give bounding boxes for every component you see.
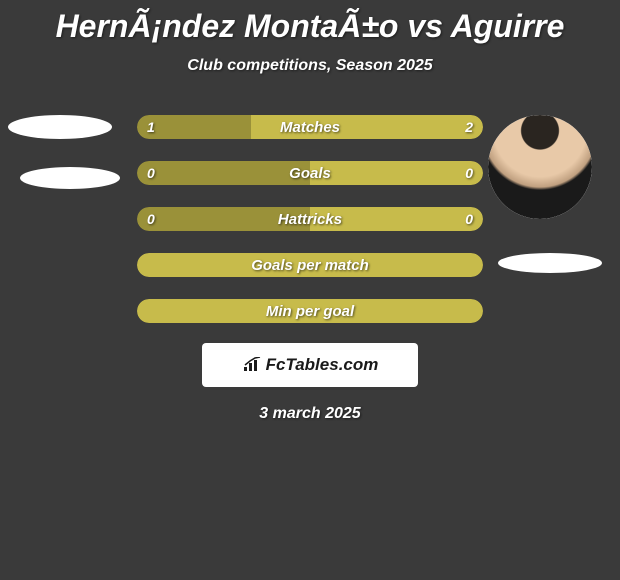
stat-bar-row: Matches1 2 — [137, 115, 483, 139]
bar-label: Matches — [137, 115, 483, 139]
stat-bar-row: Goals0 0 — [137, 161, 483, 185]
comparison-area: Matches12Goals00Hattricks00Goals per mat… — [0, 115, 620, 323]
bar-value-right: 2 — [465, 115, 473, 139]
player-photo-right — [488, 115, 592, 219]
bar-label: Hattricks — [137, 207, 483, 231]
bar-label: Goals — [137, 161, 483, 185]
bar-value-left: 1 — [147, 115, 155, 139]
bar-label: Goals per match — [137, 253, 483, 277]
avatar-right-shadow — [498, 253, 602, 273]
stat-bar-row: Min per goal — [137, 299, 483, 323]
logo-text: FcTables.com — [266, 355, 379, 375]
stat-bar-row: Hattricks0 0 — [137, 207, 483, 231]
subtitle: Club competitions, Season 2025 — [0, 57, 620, 75]
bar-value-right: 0 — [465, 207, 473, 231]
date-text: 3 march 2025 — [0, 405, 620, 423]
bar-value-left: 0 — [147, 207, 155, 231]
avatar-right — [488, 115, 592, 219]
avatar-left-placeholder-1 — [8, 115, 112, 139]
bar-value-right: 0 — [465, 161, 473, 185]
bar-value-left: 0 — [147, 161, 155, 185]
stat-bars: Matches12Goals00Hattricks00Goals per mat… — [137, 115, 483, 323]
stat-bar-row: Goals per match — [137, 253, 483, 277]
avatar-left-placeholder-2 — [20, 167, 120, 189]
logo-box[interactable]: FcTables.com — [202, 343, 418, 387]
page-title: HernÃ¡ndez MontaÃ±o vs Aguirre — [0, 0, 620, 45]
logo-chart-icon — [242, 357, 262, 373]
bar-label: Min per goal — [137, 299, 483, 323]
